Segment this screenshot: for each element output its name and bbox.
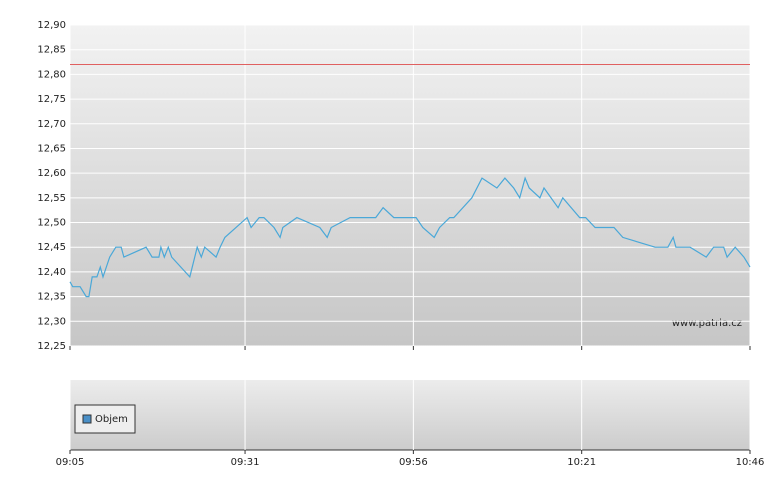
- x-tick-label: 09:56: [399, 457, 428, 468]
- y-tick-label: 12,70: [37, 119, 66, 130]
- y-tick-label: 12,75: [37, 94, 66, 105]
- volume-panel: [70, 380, 750, 450]
- y-tick-label: 12,60: [37, 168, 66, 179]
- price-line: [69, 176, 751, 298]
- y-tick-label: 12,85: [37, 45, 66, 56]
- legend-label: Objem: [95, 414, 128, 425]
- y-tick-label: 12,35: [37, 292, 66, 303]
- y-tick-label: 12,30: [37, 316, 66, 327]
- price-panel: [70, 25, 750, 346]
- y-tick-label: 12,50: [37, 218, 66, 229]
- y-tick-label: 12,55: [37, 193, 66, 204]
- x-tick-label: 09:05: [56, 457, 85, 468]
- x-tick-label: 10:46: [736, 457, 765, 468]
- y-tick-label: 12,90: [37, 20, 66, 31]
- y-tick-label: 12,25: [37, 341, 66, 352]
- y-tick-label: 12,45: [37, 242, 66, 253]
- y-tick-label: 12,40: [37, 267, 66, 278]
- x-tick-label: 10:21: [567, 457, 596, 468]
- x-tick-label: 09:31: [231, 457, 260, 468]
- y-tick-label: 12,65: [37, 143, 66, 154]
- y-tick-label: 12,80: [37, 69, 66, 80]
- legend-swatch: [82, 414, 92, 424]
- watermark: www.patria.cz: [672, 318, 742, 329]
